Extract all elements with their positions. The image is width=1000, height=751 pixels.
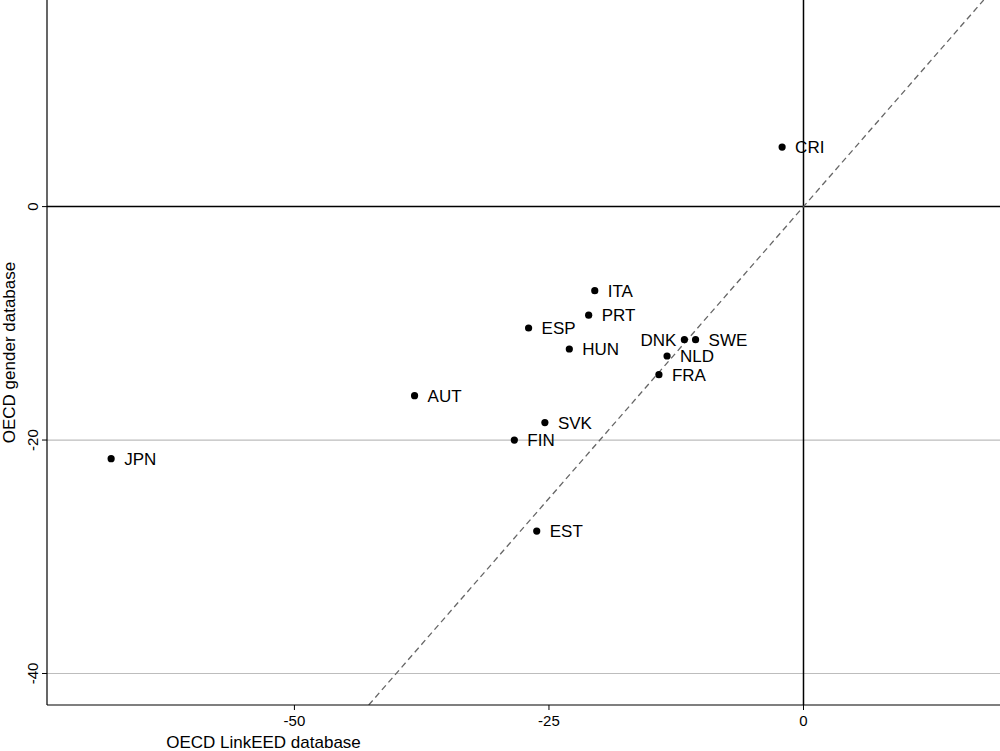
- y-tick: [42, 440, 47, 441]
- x-axis-title: OECD LinkEED database: [166, 733, 361, 751]
- y-tick: [42, 206, 47, 207]
- point: [663, 352, 670, 359]
- chart: -40 -20 0 -50 -25 0 OECD LinkEED database OECD …: [0, 0, 1000, 751]
- point-label: NLD: [680, 347, 714, 366]
- point-label: FIN: [527, 431, 554, 450]
- grid-line: [47, 439, 1000, 440]
- grid-line: [47, 673, 1000, 674]
- point: [411, 392, 418, 399]
- point: [525, 324, 532, 331]
- point: [541, 419, 548, 426]
- point-label: ESP: [542, 319, 576, 338]
- x-tick: [294, 705, 295, 710]
- y-axis: [46, 0, 47, 705]
- point: [591, 287, 598, 294]
- y-tick-label: -40: [24, 663, 41, 685]
- point-label: SVK: [558, 414, 593, 433]
- x-axis: [47, 704, 1000, 705]
- point-label: ITA: [608, 282, 634, 301]
- point: [655, 371, 662, 378]
- point-label: PRT: [602, 306, 636, 325]
- point: [566, 345, 573, 352]
- y-tick: [42, 673, 47, 674]
- point-label: CRI: [795, 138, 824, 157]
- x-tick-label: -25: [538, 712, 560, 729]
- point: [108, 455, 115, 462]
- point: [533, 527, 540, 534]
- point: [511, 436, 518, 443]
- y-axis-title: OECD gender database: [0, 262, 19, 443]
- point-label: FRA: [672, 366, 707, 385]
- point-label: HUN: [582, 340, 619, 359]
- point: [692, 336, 699, 343]
- point: [681, 336, 688, 343]
- point-labels: CRI ITA PRT ESP HUN AUT JPN SVKFIN EST NLDFRA DNK S…: [124, 138, 824, 541]
- points: [108, 143, 786, 534]
- diagonal-line: [369, 0, 984, 705]
- x-tick: [803, 705, 804, 710]
- point-label: EST: [550, 522, 583, 541]
- point-label: DNK: [640, 331, 677, 350]
- x-tick: [548, 705, 549, 710]
- grid: [47, 0, 1000, 705]
- y-tick-label: -20: [24, 429, 41, 451]
- point-label: AUT: [428, 387, 462, 406]
- zero-line: [47, 206, 1000, 208]
- x-tick-label: -50: [284, 712, 306, 729]
- point-label: SWE: [709, 331, 748, 350]
- x-tick-label: 0: [799, 712, 807, 729]
- zero-line: [803, 0, 805, 705]
- y-tick-label: 0: [24, 202, 41, 210]
- point: [779, 143, 786, 150]
- point-label: JPN: [124, 450, 156, 469]
- point: [585, 312, 592, 319]
